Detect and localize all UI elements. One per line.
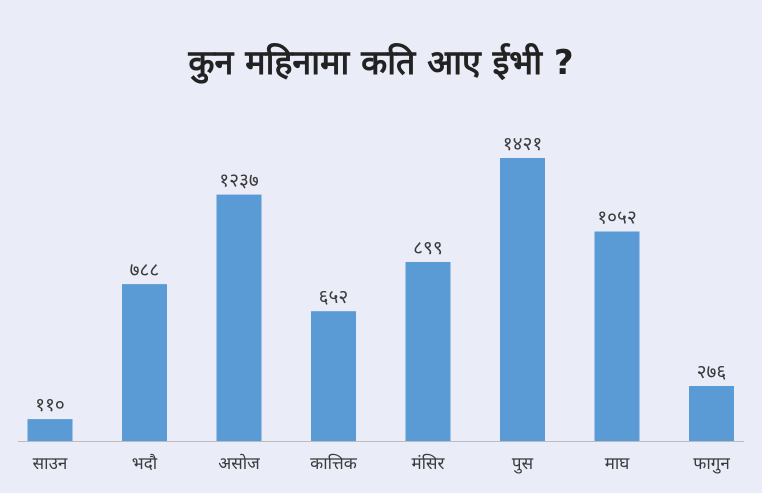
x-tick-label-1: साउन (33, 454, 68, 474)
bar-1 (27, 419, 73, 441)
data-label-8: २७६ (697, 361, 727, 383)
bar-4 (311, 311, 356, 441)
bar-8 (689, 386, 734, 441)
bar-5 (405, 262, 451, 441)
bar-7 (594, 231, 640, 441)
x-tick-label-5: मंसिर (411, 453, 445, 474)
x-tick-label-3: असोज (218, 453, 260, 474)
bar-3 (216, 194, 262, 441)
bar-2 (122, 284, 167, 441)
data-label-6: १४२१ (503, 133, 543, 155)
data-label-4: ६५२ (319, 286, 349, 308)
data-label-5: ८९९ (413, 237, 443, 259)
bar-6 (500, 158, 545, 441)
chart-title: कुन महिनामा कति आए ईभी ? (188, 43, 574, 83)
x-tick-label-4: कात्तिक (310, 453, 358, 474)
data-label-2: ७८८ (130, 259, 160, 281)
x-tick-label-2: भदौ (132, 453, 158, 474)
data-label-1: ११० (35, 394, 65, 416)
x-tick-label-7: माघ (605, 454, 631, 474)
x-tick-label-8: फागुन (693, 454, 730, 474)
data-label-3: १२३७ (219, 170, 259, 192)
x-tick-label-6: पुस (512, 454, 534, 474)
data-label-7: १०५२ (597, 207, 637, 229)
